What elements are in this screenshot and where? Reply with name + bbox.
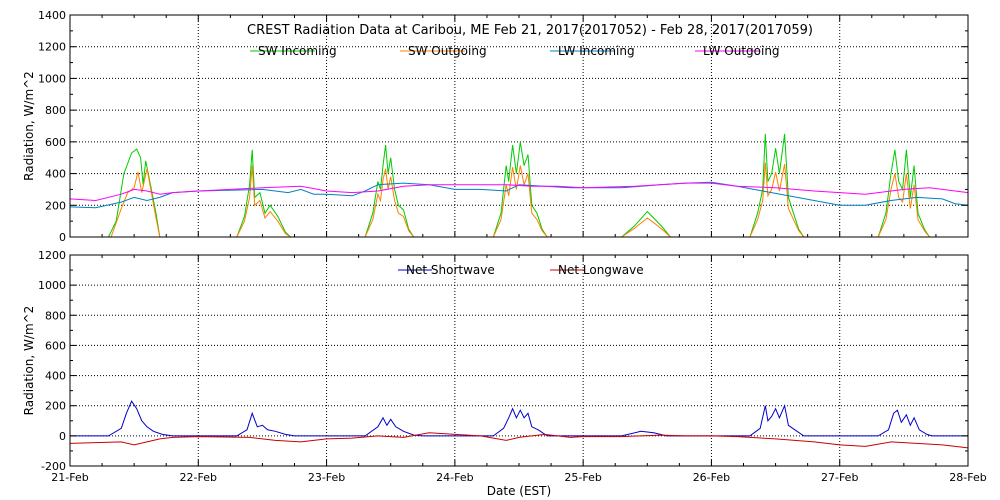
y-tick-label: 1000	[38, 72, 66, 85]
y-tick-label: 400	[45, 370, 66, 383]
y-axis-label: Radiation, W/m^2	[22, 306, 36, 416]
x-tick-label: 26-Feb	[693, 471, 730, 484]
x-tick-label: 23-Feb	[308, 471, 345, 484]
series-line-net-longwave	[70, 432, 968, 449]
legend-label: SW Outgoing	[408, 44, 487, 58]
series-line-net-shortwave	[70, 400, 968, 437]
y-tick-label: 400	[45, 168, 66, 181]
series-line-sw-outgoing	[70, 162, 968, 237]
legend-label: SW Incoming	[258, 44, 337, 58]
y-tick-label: 200	[45, 199, 66, 212]
y-tick-label: 1200	[38, 249, 66, 262]
chart-title: CREST Radiation Data at Caribou, ME Feb …	[247, 23, 813, 38]
legend-label: LW Outgoing	[703, 44, 780, 58]
y-tick-label: 1200	[38, 41, 66, 54]
y-tick-label: 200	[45, 400, 66, 413]
y-tick-label: 1400	[38, 9, 66, 22]
y-tick-label: 800	[45, 309, 66, 322]
top-panel: 0 200 400 600 800 1000 1200 1400 Radiation, W/m^…	[22, 9, 969, 244]
y-tick-label: 0	[59, 430, 66, 443]
x-tick-label: 25-Feb	[564, 471, 601, 484]
x-tick-label: 24-Feb	[436, 471, 473, 484]
y-tick-label: -200	[41, 460, 66, 473]
bottom-panel: -200 0 200 400 600 800 1000 1200 21-Feb 22-Feb 23-…	[22, 249, 987, 484]
y-tick-label: 1000	[38, 279, 66, 292]
x-tick-label: 28-Feb	[949, 471, 986, 484]
y-tick-label: 0	[59, 231, 66, 244]
x-axis-label: Date (EST)	[487, 484, 551, 498]
y-tick-label: 600	[45, 339, 66, 352]
legend-label: Net Shortwave	[406, 263, 495, 277]
x-tick-label: 27-Feb	[821, 471, 858, 484]
y-tick-label: 600	[45, 136, 66, 149]
y-axis-label: Radiation, W/m^2	[22, 71, 36, 181]
series-line-lw-outgoing	[70, 182, 968, 202]
x-tick-label: 21-Feb	[51, 471, 88, 484]
x-tick-label: 22-Feb	[180, 471, 217, 484]
y-tick-label: 800	[45, 104, 66, 117]
legend-label: LW Incoming	[558, 44, 635, 58]
legend-label: Net Longwave	[558, 263, 644, 277]
